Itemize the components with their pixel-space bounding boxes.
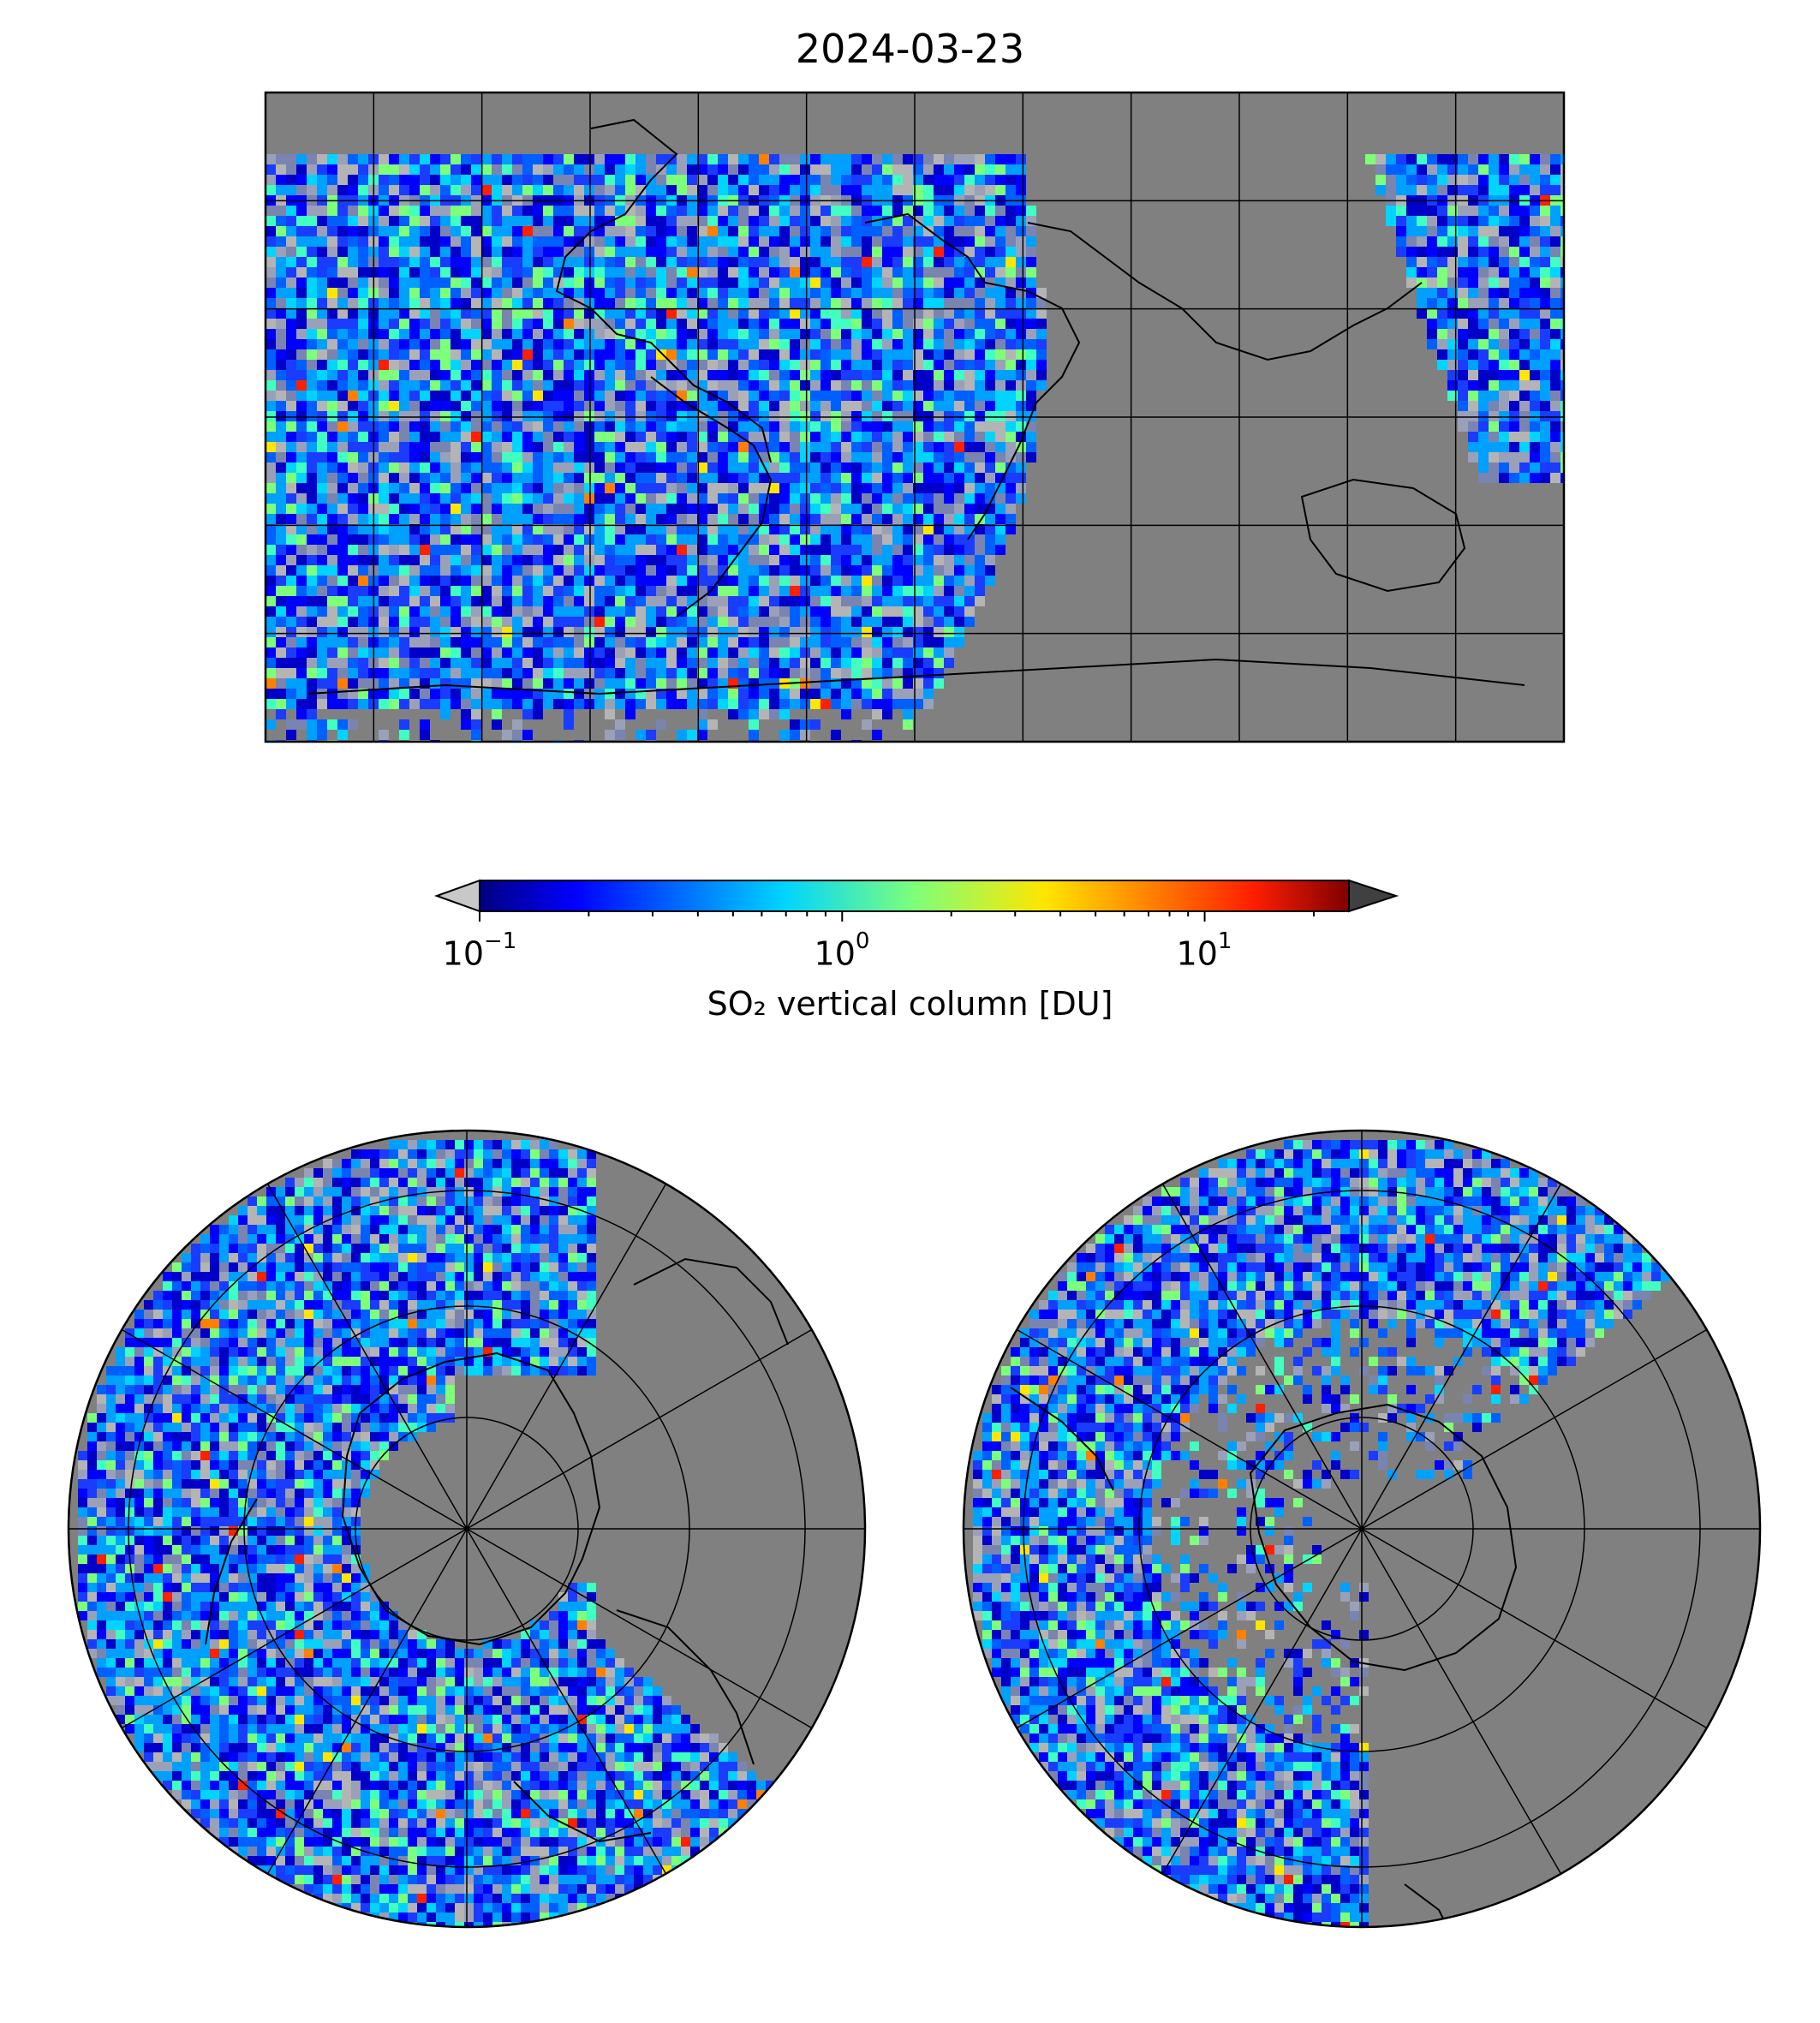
colorbar-under-triangle: [434, 879, 480, 913]
colorbar-frame: [479, 880, 1350, 912]
colorbar-over-triangle: [1348, 879, 1399, 913]
south-gridlines: [964, 1131, 1760, 1927]
colorbar-gradient: [480, 880, 1349, 911]
colorbar-tick-marks: [479, 911, 1315, 922]
colorbar-tick-label: 10−1: [442, 928, 517, 973]
map-title: 2024-03-23: [795, 26, 1025, 72]
colorbar-tick-label: 101: [1176, 928, 1232, 973]
north-polar-frame: [67, 1129, 867, 1929]
north-data-field: [78, 1140, 775, 1927]
global-coastlines: [307, 118, 1525, 695]
colorbar-tick-label: 100: [814, 928, 870, 973]
global-gridlines: [266, 92, 1564, 742]
colorbar: [434, 879, 1399, 922]
north-polar-map: [67, 1129, 867, 1929]
colorbar-label: SO₂ vertical column [DU]: [707, 985, 1113, 1023]
north-gridlines: [69, 1131, 865, 1927]
global-map-frame: [264, 91, 1566, 743]
global-map: [264, 91, 1566, 743]
south-polar-map: [962, 1129, 1762, 1929]
south-polar-frame: [962, 1129, 1762, 1929]
global-data-field: [266, 154, 1564, 742]
